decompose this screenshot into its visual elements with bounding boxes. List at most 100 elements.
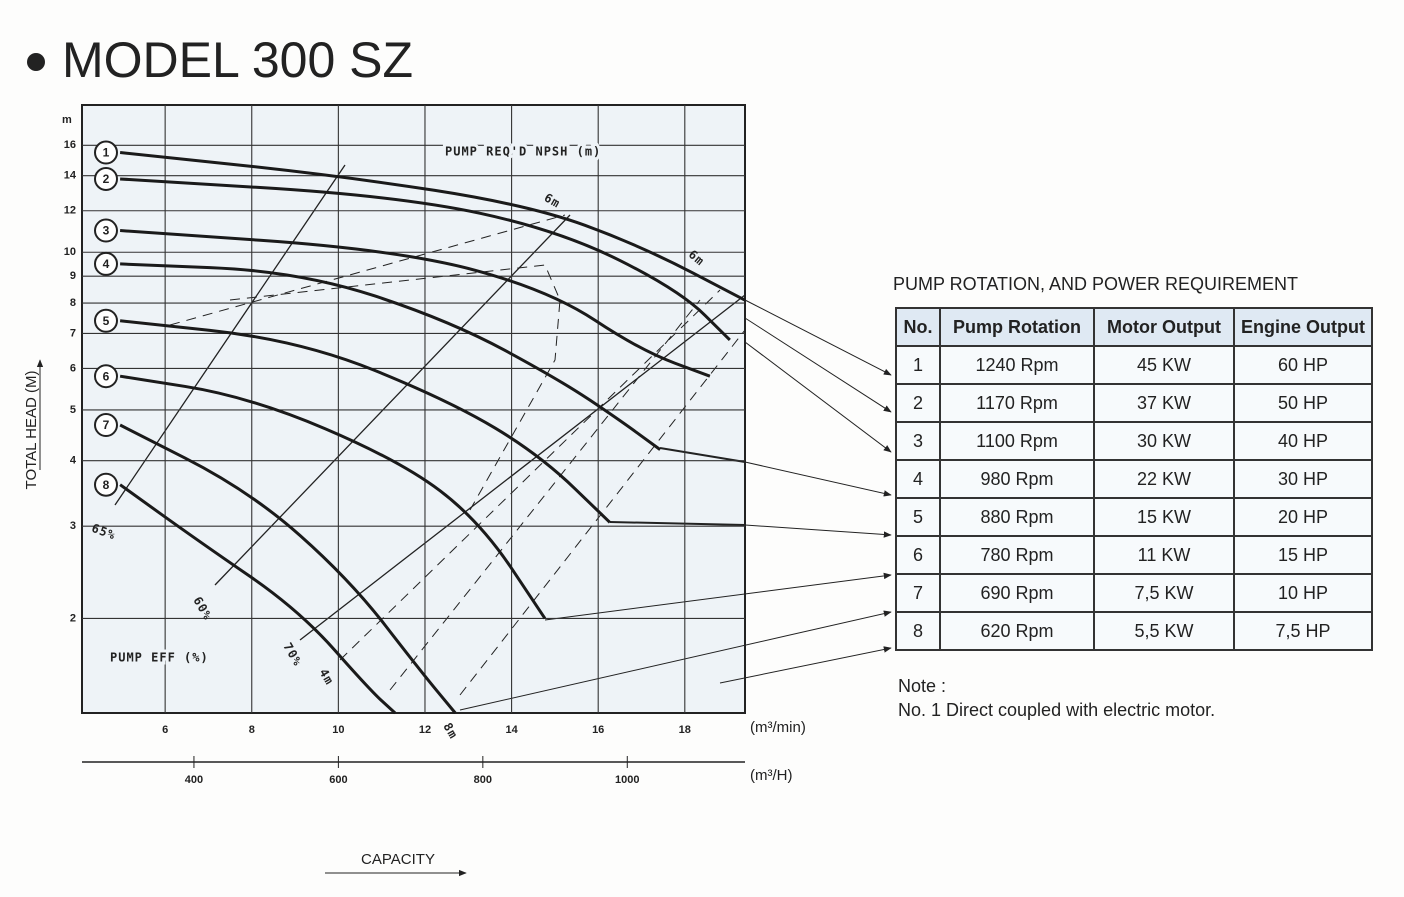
table-cell: 22 KW xyxy=(1093,459,1235,499)
x-tick-label: 8 xyxy=(249,724,255,736)
note: No. 1 Direct coupled with electric motor… xyxy=(898,700,1216,720)
table-cell: 37 KW xyxy=(1093,383,1235,423)
y-tick-label: 5 xyxy=(70,404,76,416)
npsh-line xyxy=(389,299,701,691)
curve-badge xyxy=(94,251,118,276)
head-curve xyxy=(120,177,731,342)
page-title: MODEL 300 SZ xyxy=(62,32,413,88)
curve-tail xyxy=(609,521,746,526)
head-curve xyxy=(119,151,746,302)
table-cell: 30 KW xyxy=(1093,421,1235,461)
table-cell: 60 HP xyxy=(1233,345,1373,385)
npsh-line xyxy=(459,329,746,696)
plot-area xyxy=(81,104,746,714)
y-tick-label: 7 xyxy=(70,327,76,339)
table-cell: 3 xyxy=(895,421,941,461)
head-curve xyxy=(119,319,611,524)
table-cell: 5 xyxy=(895,497,941,537)
x-tick-label: 18 xyxy=(679,724,691,736)
npsh-line xyxy=(169,214,566,326)
table-cell: 11 KW xyxy=(1093,535,1235,575)
efficiency-line xyxy=(114,164,346,506)
curve-badge xyxy=(94,308,118,333)
curve-label: 4 xyxy=(103,257,110,271)
curve-label: 6 xyxy=(103,369,110,383)
arrow xyxy=(719,646,892,684)
header-cell: No. xyxy=(895,307,941,347)
curve-badge xyxy=(94,218,118,243)
curve-label: 5 xyxy=(103,314,110,328)
y-axis-label: TOTAL HEAD (M) xyxy=(23,371,40,490)
y-tick-label: 4 xyxy=(70,455,77,467)
table-row: 4 980 Rpm 22 KW 30 HP xyxy=(895,459,1373,499)
table-cell: 1240 Rpm xyxy=(939,345,1095,385)
x2-tick-label: 800 xyxy=(474,774,492,786)
table-row: 3 1100 Rpm 30 KW 40 HP xyxy=(895,421,1373,461)
curve-badge xyxy=(94,166,118,191)
annotation: PUMP REQ'D NPSH (m) xyxy=(445,145,601,159)
y-tick-label: 14 xyxy=(64,170,77,182)
curve-tail xyxy=(659,447,746,463)
title-bullet xyxy=(27,53,45,71)
table-row: 2 1170 Rpm 37 KW 50 HP xyxy=(895,383,1373,423)
arrow xyxy=(744,461,892,497)
arrow xyxy=(744,341,892,453)
y-tick-label: 3 xyxy=(70,520,76,532)
annotation: PUMP EFF (%) xyxy=(110,651,209,665)
x-tick-label: 12 xyxy=(419,724,431,736)
table-cell: 10 HP xyxy=(1233,573,1373,613)
table-cell: 5,5 KW xyxy=(1093,611,1235,651)
table-cell: 6 xyxy=(895,535,941,575)
x-tick-label: 6 xyxy=(162,724,168,736)
header-cell: Pump Rotation xyxy=(939,307,1095,347)
table-row: 1 1240 Rpm 45 KW 60 HP xyxy=(895,345,1373,385)
y-tick-label: 8 xyxy=(70,297,76,309)
y-tick-label: 12 xyxy=(64,205,76,217)
table-cell: 20 HP xyxy=(1233,497,1373,537)
curve-label: 7 xyxy=(103,418,110,432)
x-tick-label: 10 xyxy=(332,724,344,736)
y-unit: m xyxy=(62,114,72,126)
table-cell: 2 xyxy=(895,383,941,423)
table-cell: 15 HP xyxy=(1233,535,1373,575)
table-cell: 980 Rpm xyxy=(939,459,1095,499)
curve-badge xyxy=(94,364,118,389)
x2-unit: (m³/H) xyxy=(750,767,792,784)
table-cell: 7,5 HP xyxy=(1233,611,1373,651)
x-tick-label: 14 xyxy=(505,724,518,736)
power-table: No. Pump Rotation Motor Output Engine Outpu… xyxy=(895,307,1373,651)
table-cell: 50 HP xyxy=(1233,383,1373,423)
table-cell: 45 KW xyxy=(1093,345,1235,385)
table-row: 5 880 Rpm 15 KW 20 HP xyxy=(895,497,1373,537)
table-cell: 1170 Rpm xyxy=(939,383,1095,423)
x-tick-label: 16 xyxy=(592,724,604,736)
arrow xyxy=(459,610,892,711)
table-row: 8 620 Rpm 5,5 KW 7,5 HP xyxy=(895,611,1373,651)
curve-badge xyxy=(94,140,118,165)
efficiency-line xyxy=(299,294,746,641)
table-cell: 7 xyxy=(895,573,941,613)
y-tick-label: 10 xyxy=(64,246,76,258)
head-curve xyxy=(120,229,711,378)
arrow xyxy=(744,524,892,538)
y-tick-label: 6 xyxy=(70,362,76,374)
npsh-line xyxy=(339,289,721,661)
table-cell: 1 xyxy=(895,345,941,385)
table-cell: 30 HP xyxy=(1233,459,1373,499)
x2-tick-label: 1000 xyxy=(615,774,639,786)
curve-badge xyxy=(94,472,118,497)
arrow xyxy=(744,299,892,376)
head-curve xyxy=(119,423,457,714)
table-row: 6 780 Rpm 11 KW 15 HP xyxy=(895,535,1373,575)
curve-label: 2 xyxy=(103,172,110,186)
table-cell: 8 xyxy=(895,611,941,651)
header-cell: Motor Output xyxy=(1093,307,1235,347)
head-curve xyxy=(120,262,662,451)
table-cell: 620 Rpm xyxy=(939,611,1095,651)
table-cell: 4 xyxy=(895,459,941,499)
arrow xyxy=(744,317,892,413)
header-cell: Engine Output xyxy=(1233,307,1373,347)
x-unit: (m³/min) xyxy=(750,719,806,736)
